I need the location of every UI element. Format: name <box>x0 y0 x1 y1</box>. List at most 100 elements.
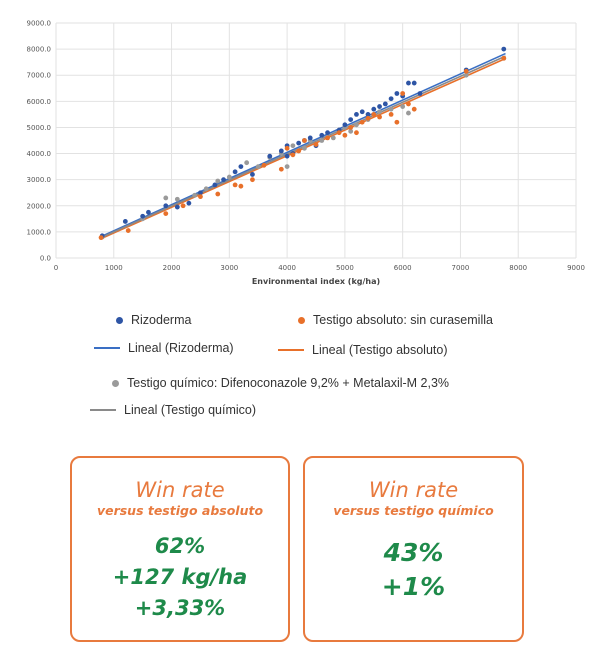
data-point <box>255 164 261 170</box>
y-tick-label: 4000.0 <box>27 150 52 158</box>
data-point <box>238 164 244 170</box>
win-rate-card-absoluto: Win rate versus testigo absoluto 62% +12… <box>70 456 290 642</box>
legend-lineal-absoluto: Lineal (Testigo absoluto) <box>278 343 448 357</box>
chart-grid <box>55 22 577 259</box>
data-point <box>215 178 221 184</box>
data-point <box>394 91 400 96</box>
data-point <box>250 177 255 183</box>
trendlines <box>100 52 506 240</box>
data-point <box>406 80 411 86</box>
x-tick-label: 4000 <box>278 264 296 272</box>
legend-testigo-absoluto: Testigo absoluto: sin curasemilla <box>298 313 493 327</box>
data-point <box>174 196 180 202</box>
data-point <box>186 200 192 206</box>
data-point <box>284 164 290 170</box>
data-point <box>365 115 371 121</box>
y-tick-label: 3000.0 <box>27 176 52 184</box>
data-point <box>302 138 307 143</box>
data-point <box>221 177 226 183</box>
data-point <box>348 125 354 130</box>
card-subtitle: versus testigo químico <box>333 503 494 518</box>
y-tick-label: 8000.0 <box>27 46 52 54</box>
data-point <box>377 104 382 109</box>
legend-label: Rizoderma <box>131 313 192 327</box>
data-point <box>163 203 169 209</box>
legend-label: Lineal (Rizoderma) <box>128 341 234 355</box>
y-axis-ticks: 0.0 1000.0 2000.0 3000.0 4000.0 5000.0 6000.0 7… <box>27 20 52 263</box>
data-point <box>463 72 469 78</box>
data-point <box>98 235 104 241</box>
y-tick-label: 5000.0 <box>27 124 52 132</box>
data-point <box>278 166 284 172</box>
data-point <box>501 46 507 52</box>
x-tick-label: 2000 <box>163 264 181 272</box>
data-point <box>371 106 377 112</box>
data-point <box>411 106 417 112</box>
x-tick-label: 1000 <box>105 264 123 272</box>
data-point <box>371 111 377 117</box>
data-point <box>302 145 307 151</box>
data-point <box>388 106 394 112</box>
data-point <box>212 182 218 188</box>
data-point <box>348 128 354 134</box>
data-point <box>354 122 359 128</box>
data-point <box>307 135 313 141</box>
data-point <box>192 192 198 198</box>
data-point <box>400 91 406 96</box>
yield-gain-value: +127 kg/ha <box>112 565 248 589</box>
data-point <box>203 186 209 192</box>
data-point <box>284 145 290 151</box>
gray-line-icon <box>90 409 116 411</box>
data-point <box>244 160 250 166</box>
legend-lineal-quimico: Lineal (Testigo químico) <box>90 403 256 417</box>
legend-label: Testigo químico: Difenoconazole 9,2% + M… <box>127 376 450 390</box>
data-point <box>267 153 273 159</box>
data-point <box>406 110 411 116</box>
data-point <box>226 174 232 180</box>
gray-dot-icon <box>112 379 119 387</box>
data-point <box>296 140 302 146</box>
data-point <box>354 111 359 117</box>
data-point <box>232 182 238 188</box>
x-tick-label: 7000 <box>452 264 470 272</box>
legend-rizoderma: Rizoderma <box>116 313 191 327</box>
orange-line-icon <box>278 349 304 351</box>
data-point <box>238 183 244 189</box>
data-point <box>198 190 203 196</box>
data-point <box>377 114 382 120</box>
data-point <box>501 55 507 61</box>
legend-label: Lineal (Testigo absoluto) <box>312 343 448 357</box>
data-point <box>365 111 371 117</box>
data-point <box>388 96 394 102</box>
data-point <box>122 219 128 224</box>
data-point <box>319 138 325 143</box>
data-point <box>325 135 330 141</box>
x-tick-label: 3000 <box>220 264 238 272</box>
x-tick-label: 8000 <box>509 264 527 272</box>
x-axis-ticks: 0 1000 2000 3000 4000 5000 6000 7000 8000 9000 <box>54 264 585 272</box>
orange-dot-icon <box>298 316 305 324</box>
data-point <box>232 169 238 175</box>
percent-gain-value: +1% <box>381 572 446 601</box>
y-tick-label: 1000.0 <box>27 228 52 236</box>
data-point <box>146 209 151 215</box>
card-title: Win rate <box>135 478 225 502</box>
x-tick-label: 5000 <box>336 264 354 272</box>
data-point <box>406 101 411 107</box>
win-rate-value: 62% <box>154 534 206 558</box>
y-tick-label: 6000.0 <box>27 98 52 106</box>
data-point <box>411 80 417 86</box>
legend-label: Lineal (Testigo químico) <box>124 403 257 417</box>
data-point <box>354 130 359 136</box>
legend-label: Testigo absoluto: sin curasemilla <box>313 313 493 327</box>
data-point <box>215 191 221 197</box>
x-tick-label: 9000 <box>567 264 585 272</box>
y-tick-label: 0.0 <box>40 255 51 263</box>
data-point <box>359 119 365 125</box>
data-point <box>388 111 394 117</box>
legend-testigo-quimico: Testigo químico: Difenoconazole 9,2% + M… <box>112 376 449 390</box>
x-tick-label: 0 <box>54 264 58 272</box>
data-point <box>296 148 302 154</box>
card-subtitle: versus testigo absoluto <box>96 503 264 518</box>
trendline <box>100 52 506 238</box>
